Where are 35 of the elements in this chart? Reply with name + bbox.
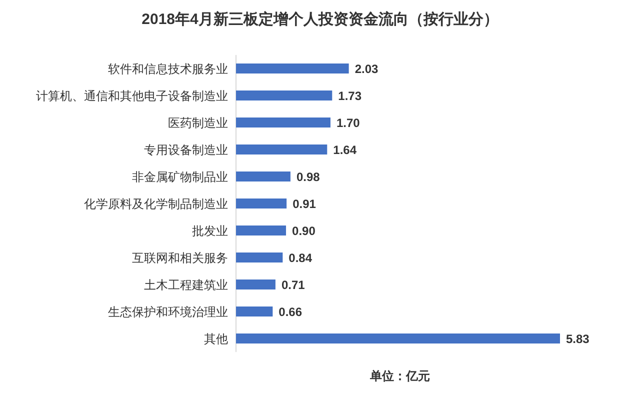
bar (236, 306, 273, 316)
bar (236, 144, 328, 154)
data-label: 5.83 (566, 332, 590, 346)
bar (236, 252, 283, 262)
y-tick-label: 互联网和相关服务 (132, 251, 228, 265)
y-tick-label: 计算机、通信和其他电子设备制造业 (36, 89, 228, 103)
data-label: 2.03 (354, 62, 378, 76)
data-label: 0.98 (296, 170, 320, 184)
data-label: 1.70 (336, 116, 360, 130)
bar (236, 334, 560, 344)
data-label: 0.91 (292, 197, 316, 211)
bar (236, 226, 286, 236)
data-label: 0.90 (292, 224, 316, 238)
bar (236, 90, 332, 100)
data-label: 0.71 (281, 278, 306, 292)
y-tick-label: 非金属矿物制品业 (132, 170, 228, 184)
y-tick-label: 软件和信息技术服务业 (108, 62, 228, 76)
y-tick-label: 化学原料及化学制品制造业 (84, 197, 228, 211)
bar (236, 280, 276, 290)
bar (236, 118, 330, 128)
bar (236, 172, 290, 182)
bar (236, 64, 349, 74)
chart-title: 2018年4月新三板定增个人投资资金流向（按行业分） (142, 10, 498, 28)
data-label: 1.64 (333, 143, 357, 157)
y-tick-label: 生态保护和环境治理业 (108, 305, 228, 319)
data-label: 1.73 (338, 89, 362, 103)
y-tick-label: 批发业 (192, 224, 228, 238)
y-tick-label: 医药制造业 (168, 116, 228, 130)
data-label: 0.84 (288, 251, 312, 265)
y-tick-label: 专用设备制造业 (144, 143, 228, 157)
data-label: 0.66 (278, 305, 302, 319)
y-tick-label: 其他 (204, 332, 228, 346)
text: 单位：亿元 (369, 369, 430, 383)
bar (236, 198, 287, 208)
y-tick-label: 土木工程建筑业 (144, 278, 228, 292)
